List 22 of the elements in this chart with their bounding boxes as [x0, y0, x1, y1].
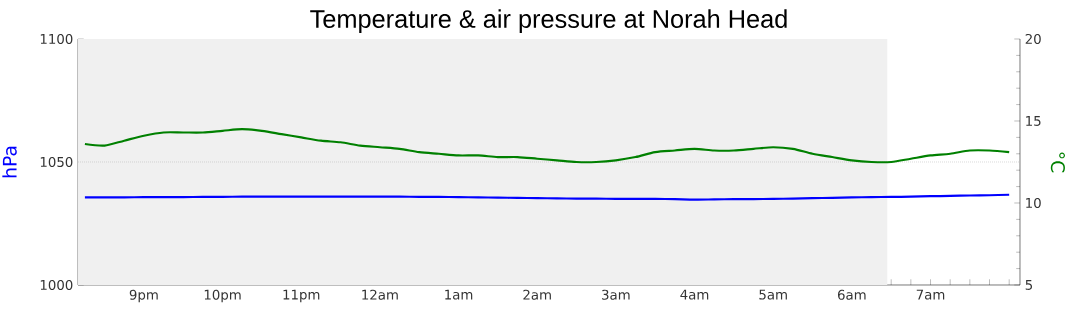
x-tick-label: 3am — [602, 289, 630, 300]
y2-axis-title: °C — [1050, 152, 1065, 173]
y-tick-label: 1000 — [40, 279, 73, 291]
x-tick-label: 7am — [916, 289, 945, 300]
x-tick-label: 9pm — [129, 289, 158, 303]
y2-tick-label: 5 — [1025, 280, 1033, 290]
x-tick-label: 1am — [445, 289, 473, 300]
y2-tick-label: 20 — [1025, 33, 1041, 45]
x-tick-label: 4am — [680, 289, 709, 300]
x-tick-label: 12am — [362, 289, 398, 300]
x-tick-label: 5am — [759, 289, 787, 300]
chart-title: Temperature & air pressure at Norah Head — [310, 9, 787, 33]
x-tick-label: 11pm — [283, 289, 320, 303]
x-tick-label: 2am — [523, 289, 551, 300]
x-tick-label: 6am — [837, 289, 866, 300]
y-axis-title: hPa — [2, 146, 17, 178]
line-series — [83, 128, 1011, 164]
x-tick-label: 10pm — [204, 289, 241, 303]
y2-tick-label: 15 — [1026, 116, 1041, 126]
y2-tick-label: 10 — [1026, 197, 1041, 209]
y-tick-label: 1100 — [40, 33, 73, 45]
y-tick-label: 1050 — [40, 156, 73, 168]
